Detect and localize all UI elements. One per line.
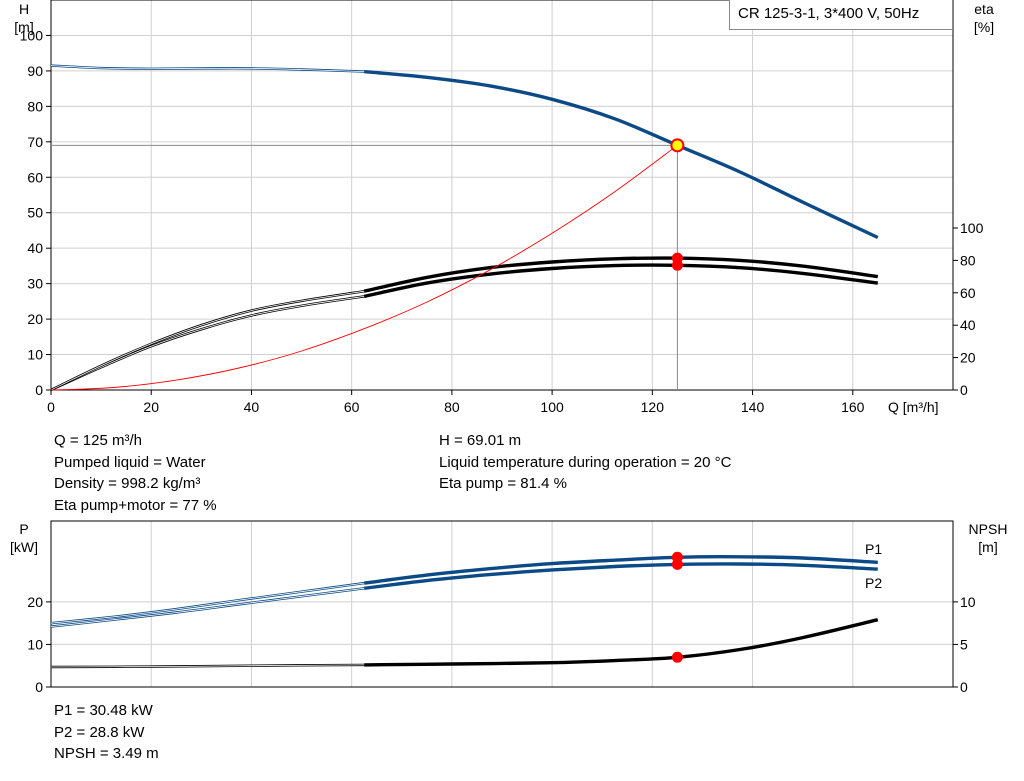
top-x-tick-label: 0 bbox=[47, 399, 55, 415]
result-eta-pump-motor: Eta pump+motor = 77 % bbox=[54, 496, 217, 514]
result-eta-pump: Eta pump = 81.4 % bbox=[439, 475, 567, 492]
flow-axis-label: Q [m³/h] bbox=[888, 399, 939, 415]
npsh-axis-label-line1: NPSH bbox=[969, 521, 1008, 537]
top-y-tick-label: 90 bbox=[27, 63, 43, 79]
p2-curve-label: P2 bbox=[865, 575, 882, 591]
npsh-axis-label-line2: [m] bbox=[978, 539, 997, 555]
top-x-tick-label: 120 bbox=[641, 399, 665, 415]
top-h-curve-thin-core bbox=[50, 65, 365, 72]
top-y-tick-label: 0 bbox=[35, 382, 43, 398]
result-head: H = 69.01 m bbox=[439, 432, 522, 449]
results-left: Q = 125 m³/h Pumped liquid = Water Densi… bbox=[54, 430, 217, 516]
bottom-plot-area bbox=[51, 521, 953, 687]
top-frame bbox=[50, 0, 954, 391]
eta-axis-label-line1: eta bbox=[974, 1, 994, 17]
power-axis-label-line1: P bbox=[19, 521, 28, 537]
top-x-tick-label: 140 bbox=[741, 399, 765, 415]
bottom-p1-curve bbox=[363, 555, 878, 585]
head-axis-label-line1: H bbox=[19, 1, 29, 17]
duty-point-marker bbox=[670, 138, 685, 153]
result-density: Density = 998.2 kg/m³ bbox=[54, 475, 201, 492]
top-x-tick-label: 60 bbox=[344, 399, 360, 415]
top-y2-tick-label: 40 bbox=[960, 317, 976, 333]
p2-duty-marker bbox=[671, 558, 683, 570]
eta-pump-motor-duty-marker bbox=[671, 259, 683, 271]
bottom-npsh-curve-thin-core bbox=[50, 664, 365, 668]
top-y2-tick-label: 0 bbox=[960, 382, 968, 398]
top-eta-pump-motor-curve bbox=[363, 263, 879, 299]
top-x-tick-label: 20 bbox=[143, 399, 159, 415]
results-right: H = 69.01 m Liquid temperature during op… bbox=[439, 430, 731, 495]
top-y2-tick-label: 60 bbox=[960, 285, 976, 301]
top-y2-tick-label: 80 bbox=[960, 252, 976, 268]
result-p2: P2 = 28.8 kW bbox=[54, 723, 145, 741]
top-eta-pump-curve bbox=[363, 256, 879, 293]
npsh-duty-marker bbox=[671, 651, 683, 663]
head-axis-label-line2: [m] bbox=[14, 19, 33, 35]
top-y-tick-label: 10 bbox=[27, 347, 43, 363]
result-liquid: Pumped liquid = Water bbox=[54, 453, 206, 471]
top-h-curve bbox=[364, 69, 879, 240]
top-system-curve bbox=[50, 144, 678, 391]
top-y-tick-label: 100 bbox=[20, 27, 44, 43]
top-y-tick-label: 70 bbox=[27, 134, 43, 150]
results-bottom: P1 = 30.48 kW P2 = 28.8 kW NPSH = 3.49 m bbox=[54, 700, 159, 765]
top-eta-pump-motor-curve-thin-core bbox=[50, 296, 365, 391]
power-axis-label-line2: [kW] bbox=[10, 539, 38, 555]
bottom-y2-tick-label: 10 bbox=[960, 594, 976, 610]
bottom-p1-curve-thin-core bbox=[50, 582, 365, 624]
bottom-y-tick-label: 10 bbox=[27, 636, 43, 652]
top-y-tick-label: 40 bbox=[27, 240, 43, 256]
top-x-tick-label: 80 bbox=[444, 399, 460, 415]
bottom-y2-tick-label: 5 bbox=[960, 636, 968, 652]
bottom-p2-curve-thin-core bbox=[50, 587, 365, 627]
top-y-tick-label: 80 bbox=[27, 98, 43, 114]
top-x-tick-label: 40 bbox=[244, 399, 260, 415]
top-y-tick-label: 20 bbox=[27, 311, 43, 327]
result-flow: Q = 125 m³/h bbox=[54, 432, 142, 449]
bottom-p2-curve bbox=[363, 562, 878, 590]
result-npsh: NPSH = 3.49 m bbox=[54, 745, 159, 762]
p1-curve-label: P1 bbox=[865, 541, 882, 557]
top-x-tick-label: 100 bbox=[540, 399, 564, 415]
pump-model-label: CR 125-3-1, 3*400 V, 50Hz bbox=[729, 0, 953, 30]
bottom-y-tick-label: 20 bbox=[27, 594, 43, 610]
top-y-tick-label: 50 bbox=[27, 205, 43, 221]
bottom-y2-tick-label: 0 bbox=[960, 679, 968, 695]
top-y2-tick-label: 100 bbox=[960, 220, 984, 236]
top-y-tick-label: 60 bbox=[27, 169, 43, 185]
bottom-y-tick-label: 0 bbox=[35, 679, 43, 695]
top-y-tick-label: 30 bbox=[27, 276, 43, 292]
bottom-npsh-curve bbox=[364, 618, 879, 667]
result-p1: P1 = 30.48 kW bbox=[54, 702, 153, 719]
eta-axis-label-line2: [%] bbox=[974, 19, 994, 35]
top-x-tick-label: 160 bbox=[841, 399, 865, 415]
top-eta-pump-curve-thin-core bbox=[50, 290, 365, 391]
result-temperature: Liquid temperature during operation = 20… bbox=[439, 453, 732, 471]
top-y2-tick-label: 20 bbox=[960, 350, 976, 366]
bottom-frame bbox=[50, 520, 954, 688]
